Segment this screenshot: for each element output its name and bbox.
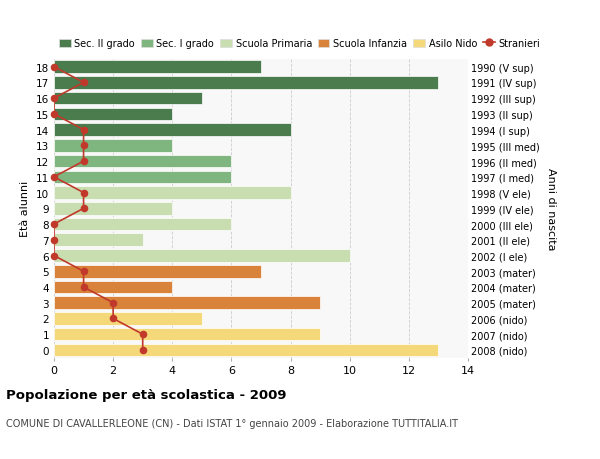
Point [49, 252, 59, 260]
Point [109, 299, 118, 307]
Text: Popolazione per età scolastica - 2009: Popolazione per età scolastica - 2009 [6, 388, 287, 401]
Point [138, 331, 148, 338]
Point [138, 347, 148, 354]
Bar [54, 108, 172, 121]
Bar [54, 265, 261, 278]
Bar [54, 250, 350, 262]
Point [49, 174, 59, 181]
Point [79, 158, 88, 165]
Bar [54, 328, 320, 341]
Point [109, 315, 118, 322]
Bar [54, 140, 172, 152]
Point [79, 284, 88, 291]
Bar [54, 234, 143, 246]
Point [79, 142, 88, 150]
Bar [54, 344, 439, 357]
Bar [54, 297, 320, 309]
Bar [54, 171, 232, 184]
Bar [54, 313, 202, 325]
Bar [54, 187, 290, 199]
Point [49, 64, 59, 71]
Bar [54, 156, 232, 168]
Bar [54, 77, 439, 90]
Text: COMUNE DI CAVALLERLEONE (CN) - Dati ISTAT 1° gennaio 2009 - Elaborazione TUTTITA: COMUNE DI CAVALLERLEONE (CN) - Dati ISTA… [6, 418, 458, 428]
Point [49, 236, 59, 244]
Point [79, 127, 88, 134]
Point [79, 205, 88, 213]
Bar [54, 93, 202, 105]
Bar [54, 202, 172, 215]
Y-axis label: Anni di nascita: Anni di nascita [546, 168, 556, 250]
Bar [54, 124, 290, 137]
Bar [54, 218, 232, 231]
Point [49, 111, 59, 118]
Bar [54, 61, 261, 74]
Y-axis label: Età alunni: Età alunni [20, 181, 31, 237]
Bar [54, 281, 172, 294]
Point [79, 79, 88, 87]
Point [49, 221, 59, 228]
Point [49, 95, 59, 103]
Point [79, 190, 88, 197]
Legend: Sec. II grado, Sec. I grado, Scuola Primaria, Scuola Infanzia, Asilo Nido, Stran: Sec. II grado, Sec. I grado, Scuola Prim… [59, 39, 540, 49]
Point [79, 268, 88, 275]
